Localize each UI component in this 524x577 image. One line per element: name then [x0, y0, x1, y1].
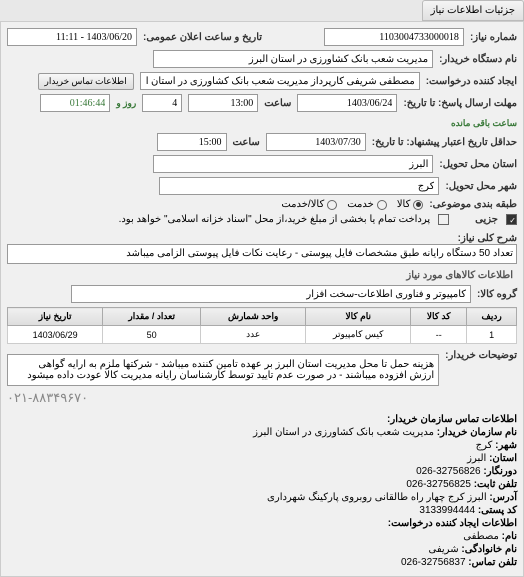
family-label: نام خانوادگی:: [461, 544, 517, 555]
th-date: تاریخ نیاز: [8, 308, 103, 326]
deadline-label: مهلت ارسال پاسخ: تا تاریخ:: [403, 98, 517, 109]
address-value: البرز کرج چهار راه طالقانی روبروی پارکین…: [267, 492, 487, 503]
packaging-radio-khedmat[interactable]: خدمت: [347, 199, 387, 210]
contact-phone-value: 32756837-026: [401, 557, 466, 568]
contact-section: اطلاعات تماس سازمان خریدار: نام سازمان خ…: [7, 414, 517, 568]
th-code: کد کالا: [411, 308, 467, 326]
td-name: کیس کامپیوتر: [306, 326, 411, 344]
tab-header[interactable]: جزئیات اطلاعات نیاز: [422, 0, 524, 21]
device-number-input[interactable]: [324, 28, 464, 46]
org-value: مدیریت شعب بانک کشاورزی در استان البرز: [253, 427, 434, 438]
validity-time-label: ساعت: [233, 137, 260, 148]
contact-city-value: کرج: [476, 440, 493, 451]
name-label: نام:: [502, 531, 517, 542]
phone-label: تلفن ثابت:: [474, 479, 517, 490]
goods-section-header: اطلاعات کالاهای مورد نیاز: [7, 270, 517, 281]
th-unit: واحد شمارش: [201, 308, 306, 326]
days-label: روز و: [116, 98, 136, 109]
packaging-radio-kala[interactable]: کالا: [397, 199, 424, 210]
td-unit: عدد: [201, 326, 306, 344]
partial-note-label: پرداخت تمام یا بخشی از مبلغ خرید،از محل …: [119, 214, 431, 225]
radio-dot-icon: [377, 200, 387, 210]
remaining-time-input: [40, 94, 110, 112]
table-row[interactable]: 1 -- کیس کامپیوتر عدد 50 1403/06/29: [8, 326, 517, 344]
goods-table: ردیف کد کالا نام کالا واحد شمارش تعداد /…: [7, 307, 517, 344]
org-label: نام سازمان خریدار:: [437, 427, 517, 438]
remaining-label: ساعت باقی مانده: [451, 118, 517, 129]
postal-label: کد پستی:: [478, 505, 517, 516]
partial-note-checkbox[interactable]: [438, 214, 449, 225]
th-row: ردیف: [467, 308, 517, 326]
need-title-label: شرح کلی نیاز:: [458, 233, 517, 244]
group-label: گروه کالا:: [477, 289, 517, 300]
fax-value: 32756826-026: [416, 466, 481, 477]
th-name: نام کالا: [306, 308, 411, 326]
phone-display: ۰۲۱-۸۸۳۴۹۶۷۰: [7, 390, 517, 406]
td-row: 1: [467, 326, 517, 344]
name-value: مصطفی: [463, 531, 499, 542]
fax-label: دورنگار:: [483, 466, 517, 477]
contact-buyer-button[interactable]: اطلاعات تماس خریدار: [38, 73, 134, 90]
validity-label: حداقل تاریخ اعتبار پیشنهاد: تا تاریخ:: [372, 137, 517, 148]
province-input[interactable]: [153, 155, 433, 173]
buyer-input[interactable]: [153, 50, 433, 68]
partial-label: جزیی: [475, 214, 498, 225]
th-qty: تعداد / مقدار: [103, 308, 201, 326]
notes-label: توضیحات خریدار:: [445, 350, 517, 361]
public-announce-label: تاریخ و ساعت اعلان عمومی:: [143, 32, 262, 43]
creator-header: اطلاعات ایجاد کننده درخواست:: [388, 518, 517, 529]
family-value: شریفی: [429, 544, 459, 555]
notes-textbox[interactable]: هزینه حمل تا محل مدیریت استان البرز بر ع…: [7, 354, 439, 386]
tab-title: جزئیات اطلاعات نیاز: [431, 5, 515, 16]
contact-header: اطلاعات تماس سازمان خریدار:: [387, 414, 517, 425]
packaging-label: طبقه بندی موضوعی:: [429, 199, 517, 210]
main-panel: شماره نیاز: تاریخ و ساعت اعلان عمومی: نا…: [0, 21, 524, 577]
requester-label: ایجاد کننده درخواست:: [426, 76, 517, 87]
partial-checkbox[interactable]: [506, 214, 517, 225]
address-label: آدرس:: [489, 492, 517, 503]
packaging-radio-group: کالا خدمت کالا/خدمت: [281, 199, 423, 210]
radio-dot-icon: [413, 200, 423, 210]
table-header-row: ردیف کد کالا نام کالا واحد شمارش تعداد /…: [8, 308, 517, 326]
packaging-radio-mixed[interactable]: کالا/خدمت: [281, 199, 337, 210]
radio-label: کالا/خدمت: [281, 199, 324, 210]
contact-province-label: استان:: [489, 453, 517, 464]
need-title-textbox[interactable]: تعداد 50 دستگاه رایانه طبق مشخصات فایل پ…: [7, 244, 517, 264]
public-announce-input[interactable]: [7, 28, 137, 46]
phone-value: 32756825-026: [406, 479, 471, 490]
buyer-label: نام دستگاه خریدار:: [439, 54, 517, 65]
deadline-time-label: ساعت: [264, 98, 291, 109]
td-code: --: [411, 326, 467, 344]
validity-date-input[interactable]: [266, 133, 366, 151]
contact-phone-label: تلفن تماس:: [468, 557, 517, 568]
validity-time-input[interactable]: [157, 133, 227, 151]
td-date: 1403/06/29: [8, 326, 103, 344]
deadline-date-input[interactable]: [297, 94, 397, 112]
td-qty: 50: [103, 326, 201, 344]
city-input[interactable]: [159, 177, 439, 195]
group-input[interactable]: [71, 285, 471, 303]
days-input[interactable]: [142, 94, 182, 112]
radio-label: خدمت: [347, 199, 374, 210]
device-number-label: شماره نیاز:: [470, 32, 517, 43]
contact-province-value: البرز: [467, 453, 486, 464]
radio-label: کالا: [397, 199, 411, 210]
contact-city-label: شهر:: [495, 440, 517, 451]
postal-value: 3133994444: [419, 505, 475, 516]
requester-input[interactable]: [140, 72, 420, 90]
province-label: استان محل تحویل:: [439, 159, 517, 170]
deadline-time-input[interactable]: [188, 94, 258, 112]
radio-dot-icon: [327, 200, 337, 210]
city-label: شهر محل تحویل:: [445, 181, 517, 192]
